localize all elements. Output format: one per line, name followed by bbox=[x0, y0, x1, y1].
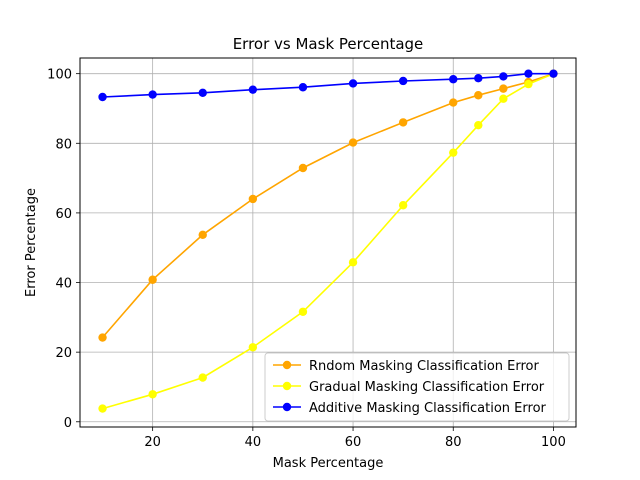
legend-label: Gradual Masking Classification Error bbox=[309, 380, 545, 395]
legend-marker bbox=[282, 402, 292, 412]
chart-title: Error vs Mask Percentage bbox=[233, 35, 424, 53]
data-point bbox=[449, 98, 458, 107]
legend-box bbox=[264, 352, 570, 422]
legend-entry: Rndom Masking Classification Error bbox=[273, 359, 539, 374]
data-point bbox=[348, 258, 358, 267]
data-point bbox=[198, 230, 207, 240]
y-tick-label: 20 bbox=[55, 346, 72, 361]
series-2 bbox=[98, 69, 558, 413]
legend-marker bbox=[282, 360, 292, 370]
data-point bbox=[298, 163, 308, 173]
ticks: 20 40 60 80 100 0 20 40 60 80 100 bbox=[47, 68, 566, 450]
data-point bbox=[398, 201, 408, 210]
plot-frame bbox=[79, 57, 577, 428]
y-tick-label: 60 bbox=[55, 207, 72, 222]
data-point bbox=[148, 275, 157, 284]
legend-marker bbox=[282, 381, 292, 391]
y-tick-label: 100 bbox=[47, 68, 72, 83]
y-axis-label: Error Percentage bbox=[24, 188, 39, 297]
data-point bbox=[499, 84, 508, 93]
data-point bbox=[398, 76, 408, 86]
x-tick-label: 100 bbox=[541, 435, 566, 450]
data-point bbox=[398, 118, 408, 127]
data-point bbox=[474, 91, 483, 100]
x-tick-label: 60 bbox=[345, 435, 362, 450]
data-point bbox=[248, 85, 258, 94]
series-line bbox=[102, 72, 554, 98]
series-line bbox=[101, 72, 554, 339]
legend-label: Additive Masking Classification Error bbox=[309, 401, 547, 416]
data-point bbox=[549, 69, 558, 78]
x-tick-label: 40 bbox=[245, 435, 262, 450]
data-point bbox=[98, 92, 107, 102]
y-tick-label: 40 bbox=[55, 277, 72, 292]
data-point bbox=[198, 373, 207, 382]
data-point bbox=[474, 73, 483, 83]
x-axis-label: Mask Percentage bbox=[273, 456, 384, 471]
data-point bbox=[248, 194, 258, 204]
data-point bbox=[499, 72, 508, 81]
x-tick-label: 20 bbox=[144, 435, 161, 450]
data-point bbox=[499, 94, 508, 103]
series-1 bbox=[98, 69, 558, 342]
data-point bbox=[348, 138, 358, 147]
data-point bbox=[298, 307, 308, 316]
data-point bbox=[449, 148, 458, 157]
legend-entry: Gradual Masking Classification Error bbox=[273, 380, 545, 395]
y-tick-label: 80 bbox=[55, 137, 72, 152]
y-tick-label: 0 bbox=[64, 416, 72, 431]
data-point bbox=[148, 390, 157, 399]
data-point bbox=[474, 120, 483, 130]
grid bbox=[80, 58, 576, 427]
legend: Rndom Masking Classification Error Gradua… bbox=[264, 352, 570, 422]
data-point bbox=[348, 79, 358, 88]
data-point bbox=[98, 333, 107, 342]
data-point bbox=[449, 75, 458, 84]
legend-entry: Additive Masking Classification Error bbox=[273, 401, 547, 416]
data-point bbox=[98, 404, 107, 413]
data-point bbox=[524, 79, 533, 89]
data-point bbox=[298, 83, 308, 92]
series-line bbox=[102, 72, 554, 410]
legend-label: Rndom Masking Classification Error bbox=[309, 359, 539, 374]
data-point bbox=[198, 88, 207, 98]
series-group bbox=[98, 69, 558, 413]
data-point bbox=[248, 343, 258, 352]
data-point bbox=[148, 90, 157, 99]
data-point bbox=[524, 69, 533, 78]
series-3 bbox=[98, 69, 558, 102]
x-tick-label: 80 bbox=[445, 435, 462, 450]
